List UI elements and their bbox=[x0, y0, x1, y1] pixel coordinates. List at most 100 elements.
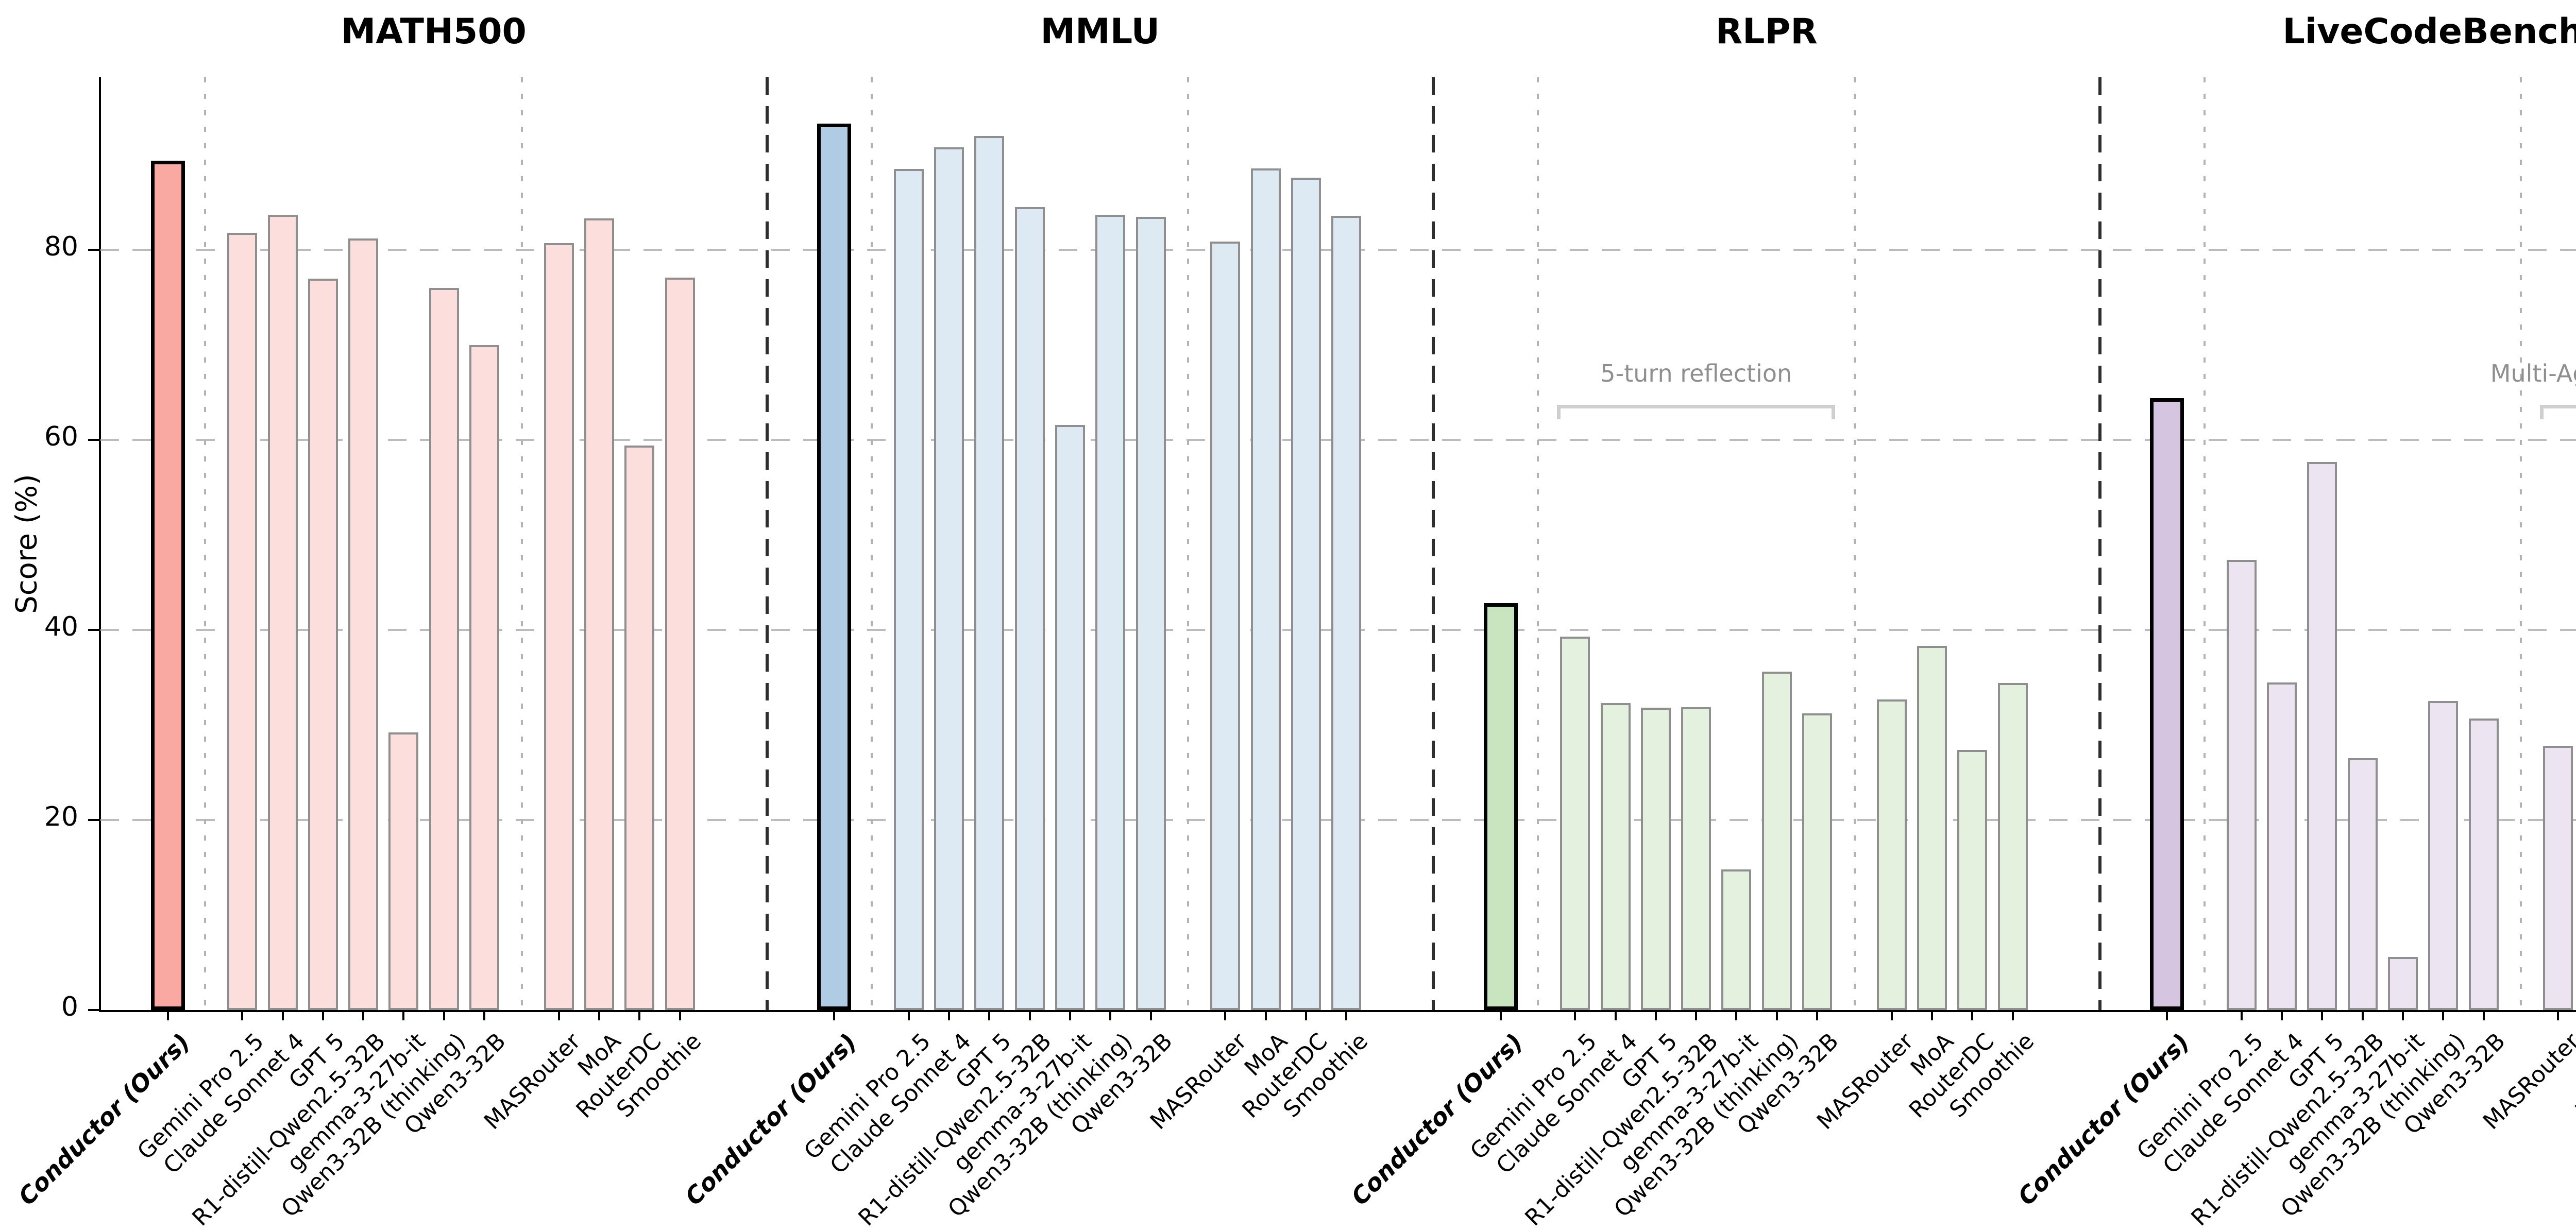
x-tick bbox=[1265, 1012, 1267, 1020]
panel-divider bbox=[2098, 77, 2102, 1010]
x-tick bbox=[402, 1012, 404, 1020]
bar-math500-claude-sonnet-4 bbox=[268, 215, 298, 1010]
x-tick bbox=[2557, 1012, 2559, 1020]
group-separator-1 bbox=[1537, 77, 1539, 1010]
panel-divider bbox=[1432, 77, 1435, 1010]
y-tick-label-40: 40 bbox=[0, 611, 78, 642]
x-tick bbox=[1615, 1012, 1617, 1020]
y-tick-60 bbox=[88, 439, 99, 441]
x-tick bbox=[483, 1012, 485, 1020]
panel-title-rlpr: RLPR bbox=[1535, 11, 1998, 52]
annotation-label-multi-agent-baselines: Multi-Agent Baselines bbox=[2490, 360, 2576, 387]
group-separator-1 bbox=[871, 77, 873, 1010]
bar-livecodebench-gemma-3-27b-it bbox=[2388, 957, 2418, 1010]
x-tick bbox=[362, 1012, 364, 1020]
x-tick bbox=[1029, 1012, 1031, 1020]
bar-mmlu-gemma-3-27b-it bbox=[1055, 425, 1085, 1010]
panel-math500 bbox=[100, 77, 767, 1010]
bar-math500-qwen3-32b bbox=[469, 345, 499, 1010]
bar-mmlu-gpt-5 bbox=[974, 136, 1004, 1010]
annotation-label-5-turn-reflection: 5-turn reflection bbox=[1600, 360, 1792, 387]
bar-mmlu-smoothie bbox=[1331, 216, 1361, 1010]
x-tick bbox=[1224, 1012, 1226, 1020]
group-separator-1 bbox=[2204, 77, 2206, 1010]
y-tick-20 bbox=[88, 819, 99, 821]
bar-rlpr-conductor-ours bbox=[1484, 603, 1518, 1010]
x-tick bbox=[1109, 1012, 1111, 1020]
annotation-bracket bbox=[1557, 405, 1835, 419]
y-tick-label-60: 60 bbox=[0, 421, 78, 452]
panel-livecodebench: Multi-Agent Baselines bbox=[2100, 77, 2576, 1010]
x-tick bbox=[908, 1012, 910, 1020]
bar-math500-gemini-pro-2-5 bbox=[227, 233, 257, 1010]
group-separator-1 bbox=[204, 77, 206, 1010]
bar-math500-r1-distill-qwen2-5-32b bbox=[348, 238, 378, 1010]
bar-livecodebench-gpt-5 bbox=[2307, 462, 2337, 1010]
bar-math500-routerdc bbox=[624, 446, 654, 1010]
x-tick bbox=[241, 1012, 243, 1020]
bar-mmlu-masrouter bbox=[1210, 242, 1240, 1010]
bar-mmlu-routerdc bbox=[1291, 178, 1321, 1010]
bar-rlpr-moa bbox=[1917, 646, 1947, 1010]
bar-livecodebench-qwen3-32b bbox=[2469, 719, 2499, 1010]
bar-rlpr-gemini-pro-2-5 bbox=[1560, 637, 1590, 1010]
x-tick bbox=[558, 1012, 560, 1020]
x-tick bbox=[1500, 1012, 1502, 1020]
bar-rlpr-qwen3-32b-thinking bbox=[1762, 672, 1792, 1010]
x-tick bbox=[443, 1012, 445, 1020]
annotation-bracket bbox=[2540, 405, 2576, 419]
bar-rlpr-smoothie bbox=[1998, 683, 2028, 1010]
bar-rlpr-masrouter bbox=[1877, 699, 1907, 1010]
bar-mmlu-qwen3-32b bbox=[1136, 217, 1166, 1010]
bar-rlpr-routerdc bbox=[1957, 750, 1987, 1010]
bar-math500-qwen3-32b-thinking bbox=[429, 288, 459, 1010]
bar-mmlu-moa bbox=[1251, 168, 1281, 1010]
y-tick-40 bbox=[88, 629, 99, 631]
bar-rlpr-qwen3-32b bbox=[1802, 713, 1832, 1010]
x-tick bbox=[1735, 1012, 1737, 1020]
x-tick bbox=[2321, 1012, 2323, 1020]
bar-livecodebench-qwen3-32b-thinking bbox=[2428, 701, 2458, 1010]
group-separator-2 bbox=[1854, 77, 1856, 1010]
bar-livecodebench-masrouter bbox=[2543, 746, 2573, 1010]
bar-livecodebench-conductor-ours bbox=[2150, 398, 2184, 1010]
x-tick bbox=[2166, 1012, 2168, 1020]
x-tick bbox=[1776, 1012, 1778, 1020]
x-tick bbox=[1971, 1012, 1973, 1020]
panel-title-livecodebench: LiveCodeBench bbox=[2201, 11, 2576, 52]
bar-mmlu-qwen3-32b-thinking bbox=[1095, 215, 1125, 1010]
group-separator-2 bbox=[521, 77, 523, 1010]
bar-livecodebench-claude-sonnet-4 bbox=[2267, 682, 2297, 1010]
bar-rlpr-claude-sonnet-4 bbox=[1601, 703, 1631, 1010]
y-tick-label-0: 0 bbox=[0, 991, 78, 1022]
x-tick bbox=[1069, 1012, 1071, 1020]
x-tick bbox=[1305, 1012, 1307, 1020]
bar-math500-masrouter bbox=[544, 243, 574, 1010]
x-tick bbox=[598, 1012, 600, 1020]
bar-math500-conductor-ours bbox=[151, 161, 185, 1010]
panel-rlpr: 5-turn reflection bbox=[1433, 77, 2100, 1010]
x-tick bbox=[2362, 1012, 2364, 1020]
x-tick bbox=[2442, 1012, 2444, 1020]
bar-livecodebench-r1-distill-qwen2-5-32b bbox=[2348, 758, 2378, 1010]
x-axis-spine bbox=[99, 1010, 2576, 1012]
x-tick bbox=[2281, 1012, 2283, 1020]
y-tick-0 bbox=[88, 1009, 99, 1011]
x-tick bbox=[679, 1012, 681, 1020]
x-tick bbox=[1150, 1012, 1152, 1020]
x-tick bbox=[833, 1012, 835, 1020]
panel-mmlu bbox=[767, 77, 1434, 1010]
bar-mmlu-gemini-pro-2-5 bbox=[894, 169, 924, 1010]
x-tick bbox=[282, 1012, 284, 1020]
x-tick bbox=[1574, 1012, 1576, 1020]
group-separator-2 bbox=[1187, 77, 1189, 1010]
x-tick bbox=[638, 1012, 640, 1020]
bar-math500-moa bbox=[584, 218, 614, 1010]
bar-mmlu-r1-distill-qwen2-5-32b bbox=[1015, 207, 1045, 1010]
x-tick bbox=[1816, 1012, 1818, 1020]
bar-math500-smoothie bbox=[665, 278, 695, 1010]
x-tick bbox=[2483, 1012, 2485, 1020]
panel-title-mmlu: MMLU bbox=[868, 11, 1332, 52]
x-tick bbox=[1891, 1012, 1893, 1020]
